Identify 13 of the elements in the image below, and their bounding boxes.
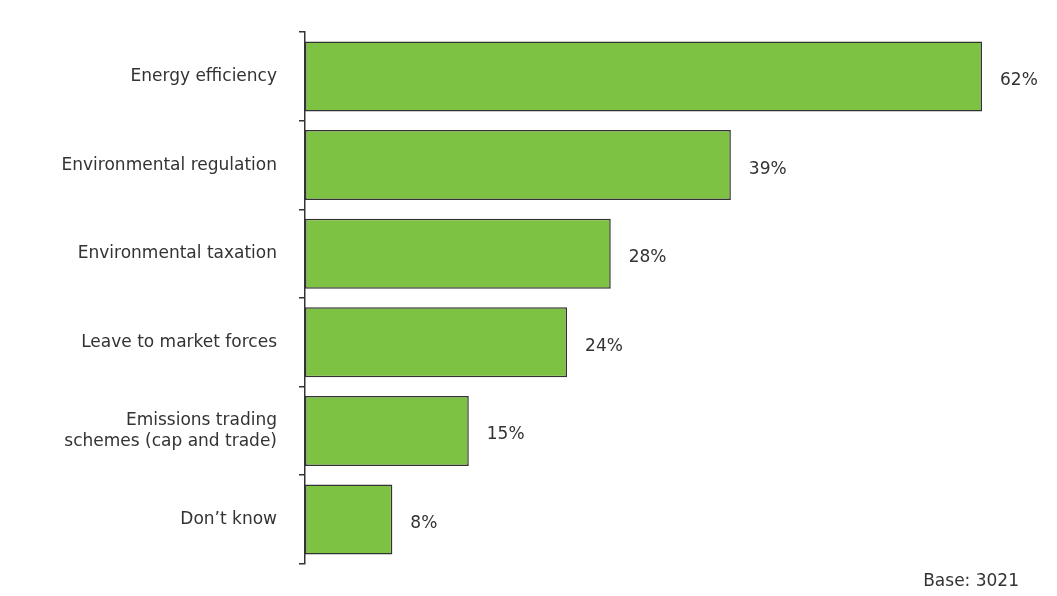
y-tick-label: Environmental taxation bbox=[77, 242, 277, 263]
data-label: 15% bbox=[486, 423, 525, 444]
data-label: 28% bbox=[628, 246, 667, 267]
data-label: 62% bbox=[1000, 68, 1038, 89]
y-tick-label: Don’t know bbox=[180, 507, 278, 528]
y-tick-label: Environmental regulation bbox=[61, 153, 277, 174]
y-tick-label: Leave to market forces bbox=[81, 330, 278, 351]
text: Base: 3021 bbox=[923, 569, 1019, 590]
y-tick-label: Emissions trading schemes (cap and trade) bbox=[64, 409, 277, 450]
data-label: 24% bbox=[585, 334, 623, 355]
data-label: 8% bbox=[410, 511, 438, 532]
y-tick-label: Energy efficiency bbox=[130, 64, 277, 85]
data-label: 39% bbox=[748, 157, 787, 178]
